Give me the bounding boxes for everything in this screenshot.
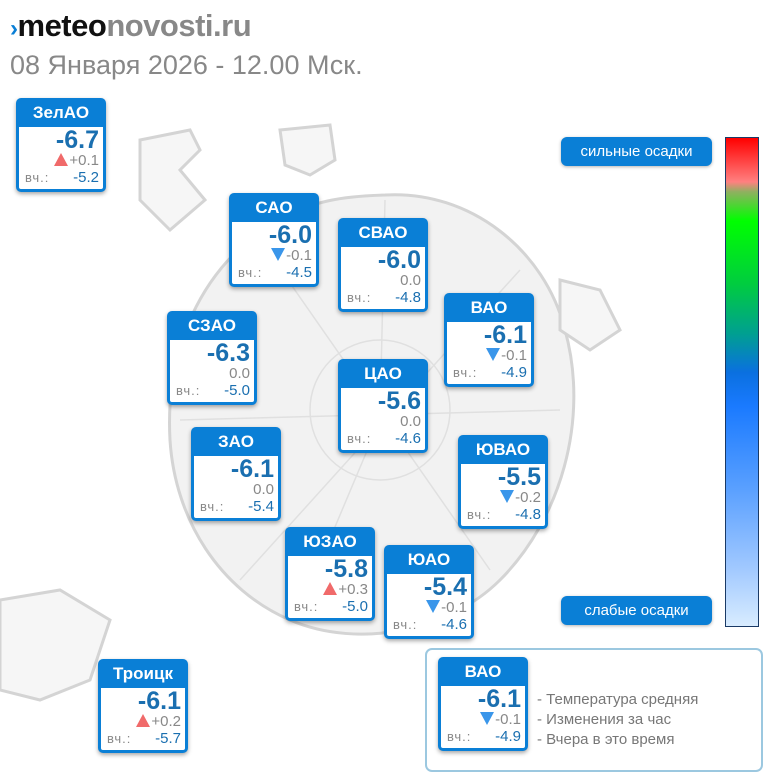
district-temp: -6.7 (55, 126, 99, 154)
district-temp: -6.0 (268, 221, 312, 249)
district-temp: -5.6 (377, 387, 421, 415)
yesterday-row: вч.: -4.5 (238, 264, 312, 281)
trend-down-icon (486, 348, 501, 361)
district-temp: -6.3 (206, 339, 250, 367)
district-card[interactable]: ЗАО -6.1 0.0 вч.: -5.4 (191, 427, 281, 521)
heavy-precip-label: сильные осадки (561, 137, 712, 166)
district-temp: -5.4 (423, 573, 467, 601)
yesterday-row: вч.: -5.0 (176, 382, 250, 399)
hourly-change: +0.3 (288, 582, 372, 598)
district-temp: -6.0 (377, 246, 421, 274)
district-name: САО (232, 196, 316, 222)
district-name: ЮЗАО (288, 530, 372, 556)
district-temp: -6.1 (230, 455, 274, 483)
trend-down-icon (500, 490, 515, 503)
hourly-change: +0.1 (19, 153, 103, 169)
district-name: ВАО (447, 296, 531, 322)
district-card[interactable]: СЗАО -6.3 0.0 вч.: -5.0 (167, 311, 257, 405)
district-card[interactable]: СВАО -6.0 0.0 вч.: -4.8 (338, 218, 428, 312)
district-card[interactable]: Троицк -6.1 +0.2 вч.: -5.7 (98, 659, 188, 753)
legend-box: ВАО -6.1 -0.1 вч.: -4.9 - Температура сре… (425, 648, 763, 772)
district-name: ЗАО (194, 430, 278, 456)
district-name: ЮВАО (461, 438, 545, 464)
forecast-date: 08 Января 2026 - 12.00 Мск. (10, 50, 363, 80)
hourly-change: -0.1 (232, 248, 316, 264)
yesterday-row: вч.: -5.0 (294, 598, 368, 615)
hourly-change: 0.0 (400, 413, 421, 430)
legend-sample-card: ВАО -6.1 -0.1 вч.: -4.9 (438, 657, 528, 751)
trend-up-icon (54, 153, 69, 166)
site-logo[interactable]: ›meteonovosti.ru (10, 8, 252, 43)
yesterday-row: вч.: -5.4 (200, 498, 274, 515)
hourly-change: 0.0 (400, 272, 421, 289)
yesterday-row: вч.: -4.6 (393, 616, 467, 633)
hourly-change: 0.0 (229, 365, 250, 382)
district-temp: -6.1 (137, 687, 181, 715)
hourly-change: -0.1 (387, 600, 471, 616)
district-name: СВАО (341, 221, 425, 247)
district-name: ЦАО (341, 362, 425, 388)
district-temp: -5.8 (324, 555, 368, 583)
district-card[interactable]: ЦАО -5.6 0.0 вч.: -4.6 (338, 359, 428, 453)
hourly-change: +0.2 (101, 714, 185, 730)
legend-line-yesterday: - Вчера в это время (537, 731, 675, 748)
district-card[interactable]: ВАО -6.1 -0.1 вч.: -4.9 (444, 293, 534, 387)
trend-down-icon (426, 600, 441, 613)
hourly-change: -0.1 (447, 348, 531, 364)
yesterday-row: вч.: -4.9 (453, 364, 527, 381)
precipitation-color-scale (725, 137, 759, 627)
district-card[interactable]: САО -6.0 -0.1 вч.: -4.5 (229, 193, 319, 287)
district-card[interactable]: ЮВАО -5.5 -0.2 вч.: -4.8 (458, 435, 548, 529)
district-temp: -6.1 (483, 321, 527, 349)
legend-line-change: - Изменения за час (537, 711, 672, 728)
hourly-change: -0.2 (461, 490, 545, 506)
trend-down-icon (271, 248, 286, 261)
yesterday-row: вч.: -5.2 (25, 169, 99, 186)
district-card[interactable]: ЗелАО -6.7 +0.1 вч.: -5.2 (16, 98, 106, 192)
district-name: СЗАО (170, 314, 254, 340)
district-card[interactable]: ЮЗАО -5.8 +0.3 вч.: -5.0 (285, 527, 375, 621)
district-card[interactable]: ЮАО -5.4 -0.1 вч.: -4.6 (384, 545, 474, 639)
trend-down-icon (480, 712, 495, 725)
trend-up-icon (323, 582, 338, 595)
legend-line-temperature: - Температура средняя (537, 691, 699, 708)
light-precip-label: слабые осадки (561, 596, 712, 625)
trend-up-icon (136, 714, 151, 727)
district-name: ЮАО (387, 548, 471, 574)
district-temp: -5.5 (497, 463, 541, 491)
district-name: ЗелАО (19, 101, 103, 127)
yesterday-row: вч.: -4.8 (347, 289, 421, 306)
district-name: Троицк (101, 662, 185, 688)
yesterday-row: вч.: -5.7 (107, 730, 181, 747)
yesterday-row: вч.: -4.6 (347, 430, 421, 447)
yesterday-row: вч.: -4.8 (467, 506, 541, 523)
hourly-change: 0.0 (253, 481, 274, 498)
